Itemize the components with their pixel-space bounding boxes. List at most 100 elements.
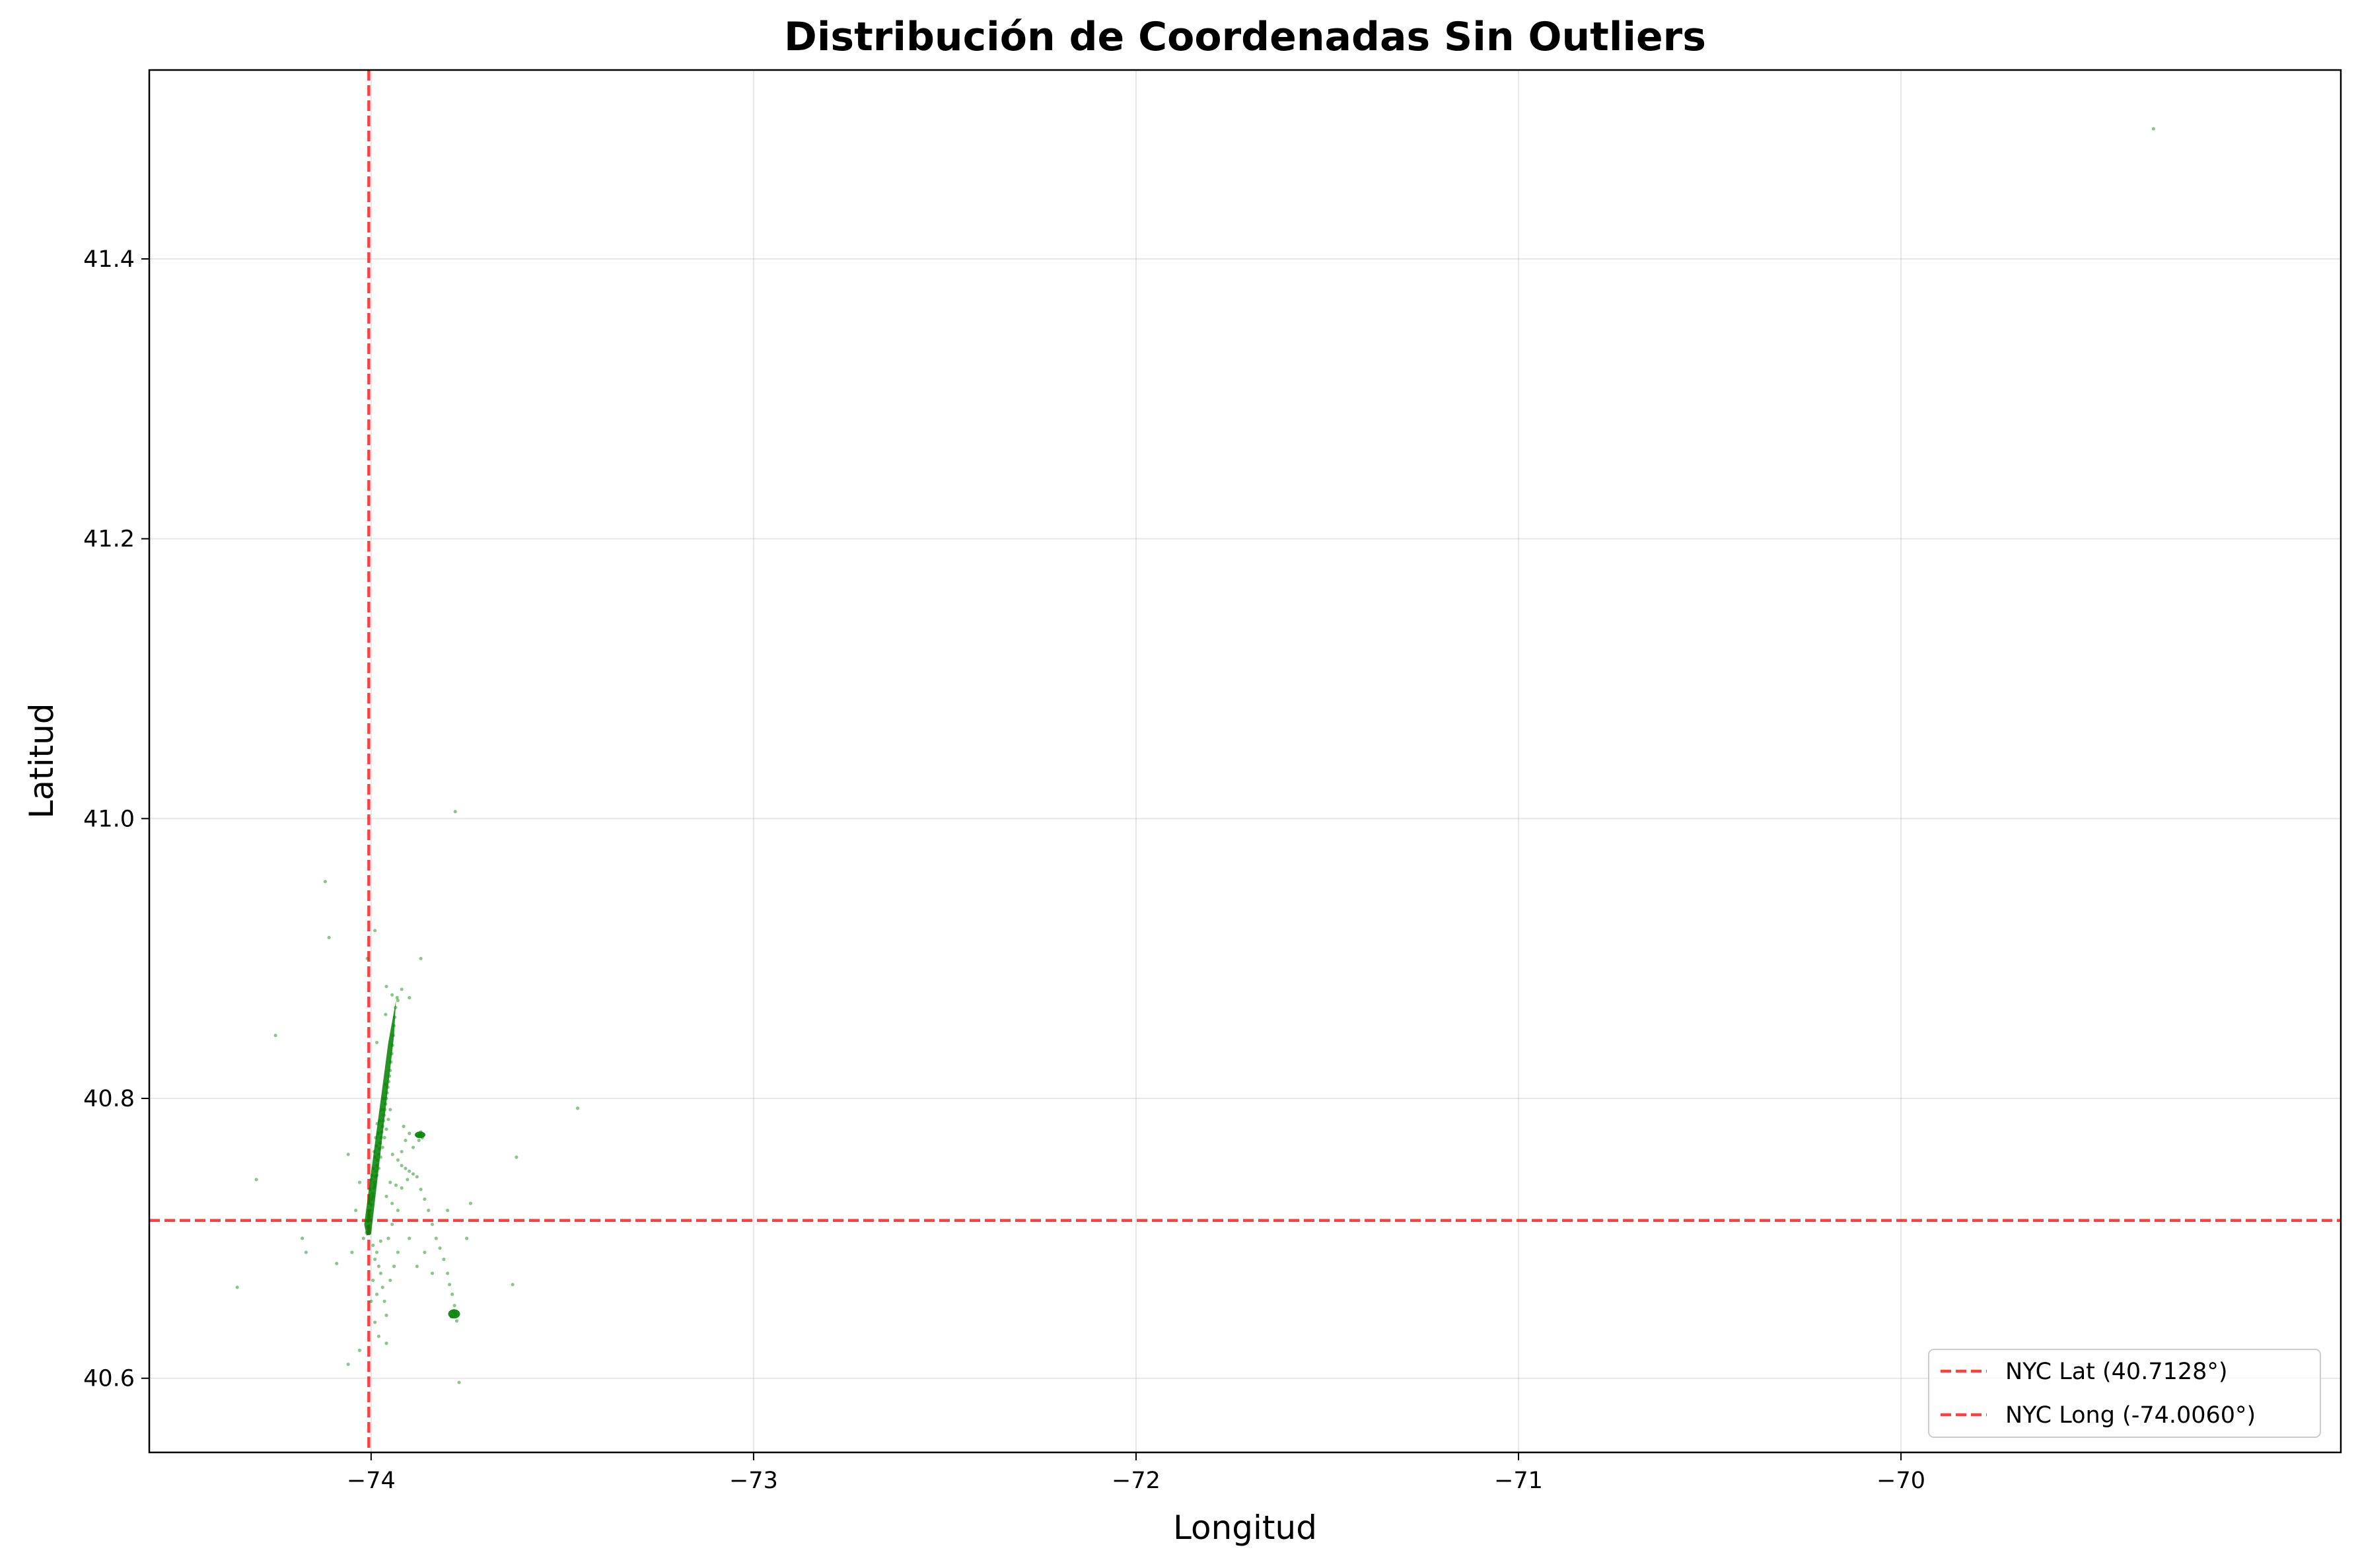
data-point: [235, 1285, 239, 1289]
data-point: [382, 1113, 386, 1118]
data-point: [418, 1133, 422, 1137]
data-point: [386, 1085, 390, 1089]
data-point: [386, 1118, 390, 1122]
data-point: [388, 1278, 392, 1283]
data-point: [446, 1271, 450, 1275]
data-point: [390, 993, 394, 997]
data-point: [396, 1208, 400, 1213]
data-point: [380, 1108, 384, 1112]
data-point: [385, 1090, 389, 1095]
data-point: [453, 1312, 457, 1316]
data-point: [327, 935, 331, 940]
data-point: [370, 1173, 374, 1178]
data-point: [381, 1096, 385, 1100]
data-point: [423, 1250, 427, 1254]
legend-label-long: NYC Long (-74.0060°): [2005, 1402, 2256, 1429]
data-point: [375, 1144, 378, 1148]
y-tick-label: 41.0: [83, 806, 135, 832]
data-point: [371, 1166, 375, 1170]
data-point: [394, 1183, 398, 1187]
data-point: [376, 1334, 381, 1338]
y-axis-ticks: 40.6 40.8 41.0 41.2 41.4: [83, 246, 149, 1392]
data-point: [419, 956, 423, 960]
data-point: [372, 1186, 376, 1190]
data-point: [378, 1271, 382, 1275]
data-point: [575, 1106, 580, 1110]
data-point: [335, 1262, 339, 1265]
data-point: [373, 1258, 377, 1262]
data-point: [376, 1131, 380, 1135]
jfk-point-cluster: [448, 1309, 460, 1319]
data-point: [396, 999, 400, 1003]
data-point: [375, 1040, 379, 1044]
data-point: [384, 1341, 388, 1345]
data-point: [375, 1122, 379, 1125]
data-point: [375, 1164, 379, 1168]
data-point: [402, 1124, 406, 1129]
data-point: [254, 1178, 258, 1182]
data-point: [468, 1201, 473, 1205]
data-point: [384, 1127, 388, 1131]
data-point: [420, 1135, 425, 1139]
data-point: [406, 1178, 410, 1182]
data-point: [304, 1250, 308, 1254]
data-point: [388, 1069, 392, 1073]
data-point: [357, 1180, 362, 1184]
x-tick-label: −73: [729, 1468, 778, 1494]
y-tick-label: 40.6: [83, 1366, 135, 1392]
data-point: [383, 1108, 387, 1112]
data-point: [394, 1005, 398, 1009]
data-point: [391, 1034, 396, 1038]
data-point: [371, 1194, 375, 1198]
data-point: [369, 1178, 373, 1182]
data-point: [388, 1108, 392, 1112]
data-point: [365, 1230, 369, 1235]
data-point: [350, 1250, 354, 1254]
data-point: [423, 1197, 427, 1201]
data-point: [404, 1166, 408, 1170]
data-point: [375, 1250, 379, 1254]
data-point: [511, 1283, 515, 1287]
data-point: [457, 1380, 461, 1384]
data-point: [408, 1236, 411, 1240]
x-axis-ticks: −74 −73 −72 −71 −70: [347, 1452, 1925, 1494]
data-point: [454, 1319, 459, 1323]
data-point: [378, 1239, 382, 1243]
data-point: [373, 929, 377, 933]
data-point: [384, 1194, 388, 1198]
data-point: [386, 1236, 390, 1240]
data-point: [400, 1164, 404, 1168]
data-point: [408, 995, 411, 1000]
data-point: [372, 1149, 376, 1154]
data-point: [380, 1145, 384, 1149]
data-point: [449, 1314, 454, 1319]
data-point: [411, 1172, 415, 1176]
data-point: [392, 1024, 396, 1028]
x-tick-label: −70: [1876, 1468, 1925, 1494]
data-point: [380, 1130, 384, 1134]
data-point: [376, 1153, 381, 1157]
data-point: [377, 1119, 382, 1123]
data-point: [382, 1135, 386, 1139]
data-point: [373, 1320, 377, 1324]
data-point: [375, 1173, 379, 1178]
data-point: [415, 1175, 419, 1179]
y-tick-label: 41.4: [83, 246, 135, 273]
data-point: [393, 1015, 397, 1019]
data-point: [361, 1236, 365, 1240]
data-point: [390, 1043, 394, 1048]
data-point: [447, 1283, 452, 1287]
data-point: [380, 1285, 384, 1289]
data-point: [390, 1201, 394, 1205]
data-point: [370, 1197, 374, 1201]
data-point: [371, 1192, 375, 1195]
data-point: [396, 1158, 400, 1162]
data-point: [430, 1271, 435, 1275]
data-point: [415, 1134, 420, 1138]
data-point: [374, 1169, 378, 1173]
data-point: [388, 1180, 392, 1184]
data-point: [395, 995, 399, 1000]
data-point: [374, 1135, 378, 1139]
x-tick-label: −71: [1494, 1468, 1543, 1494]
data-point: [369, 1203, 373, 1207]
